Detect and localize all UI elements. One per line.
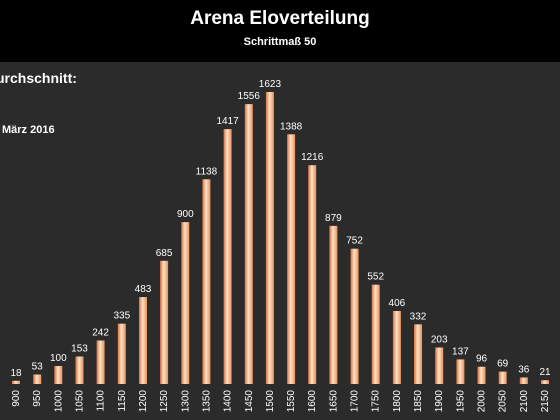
x-tick-2150: 2150	[540, 390, 551, 413]
bar-1750	[371, 284, 380, 384]
bar-1650	[329, 225, 338, 384]
x-tick-1650: 1650	[328, 390, 339, 413]
data-label-1800: 406	[389, 298, 406, 309]
data-label-1550: 1388	[280, 121, 303, 132]
x-tick-1450: 1450	[244, 390, 255, 413]
data-label-950: 53	[32, 362, 44, 373]
data-label-1900: 203	[431, 335, 448, 346]
data-label-1000: 100	[50, 353, 67, 364]
x-tick-1100: 1100	[96, 390, 107, 412]
data-label-1350: 1138	[196, 166, 218, 177]
x-tick-1250: 1250	[159, 390, 170, 413]
data-label-2050: 69	[497, 359, 509, 370]
chart-header: Arena Eloverteilung Schrittmaß 50	[0, 0, 560, 62]
data-label-1400: 1417	[216, 116, 239, 127]
plot-area	[0, 62, 560, 420]
bar-1200	[139, 297, 147, 384]
data-label-1500: 1623	[259, 79, 282, 90]
x-tick-1000: 1000	[53, 390, 64, 413]
bar-1850	[414, 324, 422, 384]
bar-1150	[117, 323, 126, 384]
bar-1000	[54, 366, 63, 384]
bar-2150	[541, 380, 549, 384]
data-label-2100: 36	[518, 365, 530, 376]
data-label-1450: 1556	[238, 91, 261, 102]
data-label-1600: 1216	[301, 152, 324, 163]
bar-1900	[435, 347, 444, 384]
chart-title: Arena Eloverteilung	[190, 8, 370, 29]
data-label-1700: 752	[346, 236, 363, 247]
data-label-900: 18	[10, 368, 22, 379]
bar-1250	[160, 260, 169, 384]
data-label-1750: 552	[367, 272, 384, 283]
data-label-1300: 900	[177, 209, 194, 220]
x-tick-1900: 1900	[434, 390, 445, 413]
x-tick-1200: 1200	[138, 390, 149, 413]
x-tick-950: 950	[32, 390, 43, 407]
bar-1350	[202, 179, 211, 384]
average-label: urchschnitt:	[0, 70, 77, 86]
data-labels-group: 18 53 100 153 242 335 483 685 900 1138 1417 1556162…	[10, 79, 551, 379]
bar-1100	[96, 340, 105, 384]
bar-1550	[287, 134, 296, 384]
bar-1450	[244, 104, 253, 384]
x-tick-1300: 1300	[180, 390, 191, 413]
bar-900	[12, 380, 20, 384]
bar-950	[33, 374, 42, 384]
data-label-1200: 483	[135, 284, 152, 295]
bars-group	[12, 92, 549, 384]
x-tick-1700: 1700	[350, 390, 361, 413]
x-tick-1500: 1500	[265, 390, 276, 413]
bar-1400	[223, 129, 232, 384]
x-tick-1750: 1750	[371, 390, 382, 413]
x-tick-1600: 1600	[307, 390, 318, 413]
data-label-1250: 685	[156, 248, 173, 259]
data-label-2000: 96	[476, 354, 488, 365]
x-tick-1400: 1400	[223, 390, 234, 413]
x-tick-1950: 1950	[455, 390, 466, 413]
data-label-1950: 137	[452, 346, 469, 357]
x-tick-1150: 1150	[117, 390, 128, 412]
chart-subtitle: Schrittmaß 50	[243, 36, 317, 48]
x-tick-2100: 2100	[519, 390, 530, 413]
data-label-1650: 879	[325, 213, 342, 224]
x-tick-1350: 1350	[201, 390, 212, 413]
date-label: März 2016	[2, 124, 55, 136]
x-tick-900: 900	[11, 390, 22, 407]
bar-1050	[75, 356, 84, 384]
data-label-1050: 153	[71, 344, 88, 355]
data-label-1850: 332	[410, 311, 427, 322]
bar-2100	[519, 377, 528, 384]
data-label-1150: 335	[113, 311, 130, 322]
x-tick-2050: 2050	[498, 390, 509, 413]
bar-1600	[308, 165, 317, 384]
x-tick-1550: 1550	[286, 390, 297, 413]
bar-1950	[456, 359, 465, 384]
x-axis-ticks: 900 950 1000 1050 1100 1150 1200 1250 1300 1350 14…	[11, 390, 551, 413]
x-tick-2000: 2000	[477, 390, 488, 413]
data-label-2150: 21	[539, 367, 551, 378]
bar-1300	[181, 222, 190, 384]
x-tick-1800: 1800	[392, 390, 403, 413]
bar-1700	[350, 248, 359, 384]
x-tick-1850: 1850	[413, 390, 424, 413]
bar-2050	[498, 371, 507, 384]
bar-2000	[477, 366, 486, 384]
bar-1500	[265, 92, 274, 384]
bar-1800	[392, 311, 401, 384]
data-label-1100: 242	[92, 328, 109, 339]
x-tick-1050: 1050	[75, 390, 86, 413]
